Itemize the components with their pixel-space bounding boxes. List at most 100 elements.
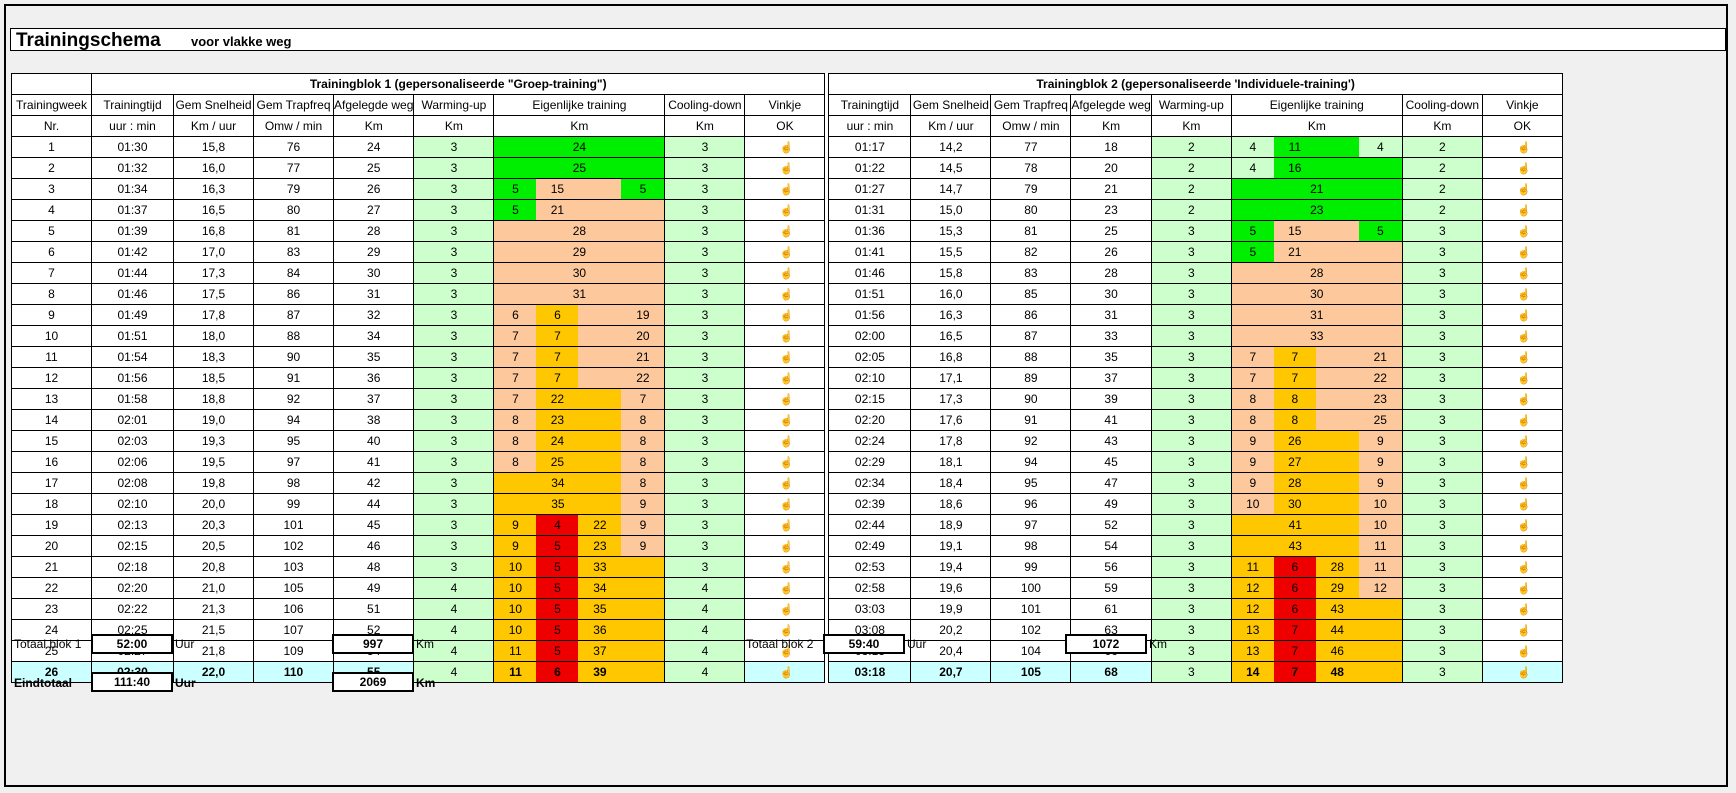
b2-vinkje-ok[interactable]: ☝ [1481, 661, 1563, 683]
b1-vinkje-ok[interactable]: ☝ [744, 472, 826, 494]
hand-pointer-icon[interactable]: ☝ [1517, 331, 1532, 343]
b2-vinkje-ok[interactable]: ☝ [1481, 157, 1563, 179]
hand-pointer-icon[interactable]: ☝ [779, 520, 794, 532]
hand-pointer-icon[interactable]: ☝ [779, 184, 794, 196]
hand-pointer-icon[interactable]: ☝ [1517, 226, 1532, 238]
hand-pointer-icon[interactable]: ☝ [779, 499, 794, 511]
hand-pointer-icon[interactable]: ☝ [779, 478, 794, 490]
hand-pointer-icon[interactable]: ☝ [1517, 436, 1532, 448]
hand-pointer-icon[interactable]: ☝ [779, 625, 794, 637]
hand-pointer-icon[interactable]: ☝ [779, 562, 794, 574]
hand-pointer-icon[interactable]: ☝ [779, 667, 794, 679]
b2-vinkje-ok[interactable]: ☝ [1481, 262, 1563, 284]
hand-pointer-icon[interactable]: ☝ [1517, 205, 1532, 217]
hand-pointer-icon[interactable]: ☝ [1517, 457, 1532, 469]
b1-vinkje-ok[interactable]: ☝ [744, 136, 826, 158]
hand-pointer-icon[interactable]: ☝ [1517, 667, 1532, 679]
hand-pointer-icon[interactable]: ☝ [779, 415, 794, 427]
b2-vinkje-ok[interactable]: ☝ [1481, 577, 1563, 599]
hand-pointer-icon[interactable]: ☝ [1517, 478, 1532, 490]
b2-vinkje-ok[interactable]: ☝ [1481, 556, 1563, 578]
hand-pointer-icon[interactable]: ☝ [779, 604, 794, 616]
hand-pointer-icon[interactable]: ☝ [779, 247, 794, 259]
hand-pointer-icon[interactable]: ☝ [1517, 184, 1532, 196]
hand-pointer-icon[interactable]: ☝ [1517, 163, 1532, 175]
b1-vinkje-ok[interactable]: ☝ [744, 178, 826, 200]
b2-vinkje-ok[interactable]: ☝ [1481, 304, 1563, 326]
b1-vinkje-ok[interactable]: ☝ [744, 367, 826, 389]
hand-pointer-icon[interactable]: ☝ [1517, 289, 1532, 301]
hand-pointer-icon[interactable]: ☝ [1517, 520, 1532, 532]
hand-pointer-icon[interactable]: ☝ [779, 163, 794, 175]
b1-vinkje-ok[interactable]: ☝ [744, 409, 826, 431]
hand-pointer-icon[interactable]: ☝ [1517, 373, 1532, 385]
b2-vinkje-ok[interactable]: ☝ [1481, 430, 1563, 452]
hand-pointer-icon[interactable]: ☝ [1517, 625, 1532, 637]
hand-pointer-icon[interactable]: ☝ [1517, 142, 1532, 154]
b1-vinkje-ok[interactable]: ☝ [744, 157, 826, 179]
b1-vinkje-ok[interactable]: ☝ [744, 283, 826, 305]
hand-pointer-icon[interactable]: ☝ [779, 268, 794, 280]
b1-vinkje-ok[interactable]: ☝ [744, 388, 826, 410]
hand-pointer-icon[interactable]: ☝ [1517, 247, 1532, 259]
hand-pointer-icon[interactable]: ☝ [779, 289, 794, 301]
hand-pointer-icon[interactable]: ☝ [1517, 310, 1532, 322]
hand-pointer-icon[interactable]: ☝ [779, 373, 794, 385]
b2-vinkje-ok[interactable]: ☝ [1481, 598, 1563, 620]
b2-vinkje-ok[interactable]: ☝ [1481, 325, 1563, 347]
b2-vinkje-ok[interactable]: ☝ [1481, 493, 1563, 515]
b1-vinkje-ok[interactable]: ☝ [744, 220, 826, 242]
b2-vinkje-ok[interactable]: ☝ [1481, 178, 1563, 200]
hand-pointer-icon[interactable]: ☝ [779, 352, 794, 364]
hand-pointer-icon[interactable]: ☝ [779, 457, 794, 469]
hand-pointer-icon[interactable]: ☝ [779, 394, 794, 406]
hand-pointer-icon[interactable]: ☝ [779, 310, 794, 322]
b2-vinkje-ok[interactable]: ☝ [1481, 409, 1563, 431]
b2-vinkje-ok[interactable]: ☝ [1481, 199, 1563, 221]
b2-vinkje-ok[interactable]: ☝ [1481, 514, 1563, 536]
b1-vinkje-ok[interactable]: ☝ [744, 493, 826, 515]
b1-vinkje-ok[interactable]: ☝ [744, 304, 826, 326]
hand-pointer-icon[interactable]: ☝ [779, 583, 794, 595]
hand-pointer-icon[interactable]: ☝ [779, 205, 794, 217]
b1-vinkje-ok[interactable]: ☝ [744, 430, 826, 452]
b1-vinkje-ok[interactable]: ☝ [744, 577, 826, 599]
hand-pointer-icon[interactable]: ☝ [779, 331, 794, 343]
hand-pointer-icon[interactable]: ☝ [1517, 604, 1532, 616]
b2-vinkje-ok[interactable]: ☝ [1481, 367, 1563, 389]
hand-pointer-icon[interactable]: ☝ [1517, 352, 1532, 364]
b1-vinkje-ok[interactable]: ☝ [744, 556, 826, 578]
b1-vinkje-ok[interactable]: ☝ [744, 262, 826, 284]
b2-vinkje-ok[interactable]: ☝ [1481, 241, 1563, 263]
b2-vinkje-ok[interactable]: ☝ [1481, 136, 1563, 158]
b1-vinkje-ok[interactable]: ☝ [744, 241, 826, 263]
b1-vinkje-ok[interactable]: ☝ [744, 325, 826, 347]
hand-pointer-icon[interactable]: ☝ [1517, 646, 1532, 658]
b2-vinkje-ok[interactable]: ☝ [1481, 472, 1563, 494]
hand-pointer-icon[interactable]: ☝ [1517, 541, 1532, 553]
hand-pointer-icon[interactable]: ☝ [1517, 583, 1532, 595]
b1-vinkje-ok[interactable]: ☝ [744, 661, 826, 683]
hand-pointer-icon[interactable]: ☝ [1517, 562, 1532, 574]
b1-vinkje-ok[interactable]: ☝ [744, 535, 826, 557]
hand-pointer-icon[interactable]: ☝ [779, 436, 794, 448]
b1-vinkje-ok[interactable]: ☝ [744, 598, 826, 620]
b2-vinkje-ok[interactable]: ☝ [1481, 220, 1563, 242]
b1-vinkje-ok[interactable]: ☝ [744, 514, 826, 536]
b2-vinkje-ok[interactable]: ☝ [1481, 619, 1563, 641]
b2-vinkje-ok[interactable]: ☝ [1481, 451, 1563, 473]
hand-pointer-icon[interactable]: ☝ [779, 142, 794, 154]
b1-vinkje-ok[interactable]: ☝ [744, 346, 826, 368]
b2-vinkje-ok[interactable]: ☝ [1481, 388, 1563, 410]
hand-pointer-icon[interactable]: ☝ [779, 541, 794, 553]
b1-vinkje-ok[interactable]: ☝ [744, 451, 826, 473]
b2-vinkje-ok[interactable]: ☝ [1481, 640, 1563, 662]
hand-pointer-icon[interactable]: ☝ [1517, 415, 1532, 427]
hand-pointer-icon[interactable]: ☝ [1517, 268, 1532, 280]
b2-vinkje-ok[interactable]: ☝ [1481, 346, 1563, 368]
hand-pointer-icon[interactable]: ☝ [779, 226, 794, 238]
hand-pointer-icon[interactable]: ☝ [1517, 394, 1532, 406]
b2-vinkje-ok[interactable]: ☝ [1481, 283, 1563, 305]
b1-vinkje-ok[interactable]: ☝ [744, 199, 826, 221]
b2-vinkje-ok[interactable]: ☝ [1481, 535, 1563, 557]
